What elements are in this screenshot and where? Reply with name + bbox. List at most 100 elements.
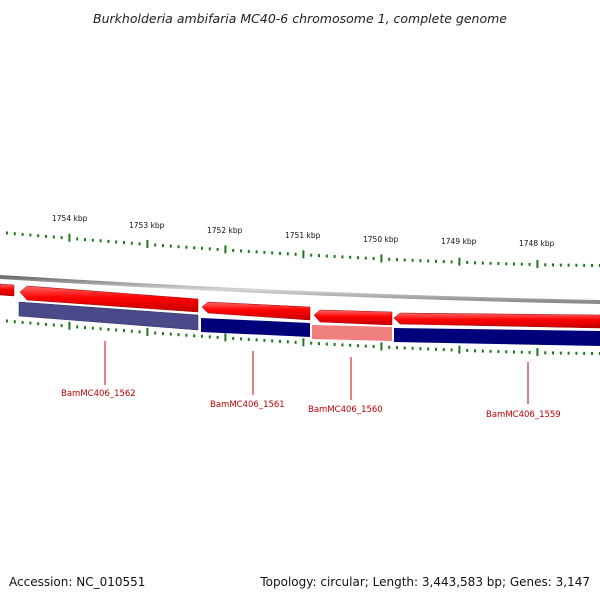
ruler-inner-minor-tick xyxy=(411,346,414,350)
ruler-inner-minor-tick xyxy=(442,348,445,352)
cds-arrow-1559[interactable] xyxy=(393,312,600,329)
ruler-inner-minor-tick xyxy=(154,331,157,335)
ruler-inner-minor-tick xyxy=(263,338,266,342)
ruler-inner-minor-tick xyxy=(37,322,40,326)
ruler-outer-minor-tick xyxy=(232,248,235,252)
gene-label-1562[interactable]: BamMC406_1562 xyxy=(61,389,136,399)
ruler-outer-minor-tick xyxy=(388,257,391,261)
ruler-inner-minor-tick xyxy=(325,342,328,346)
ruler-inner-minor-tick xyxy=(123,329,125,333)
ruler-inner-minor-tick xyxy=(427,347,430,351)
ruler-outer-minor-tick xyxy=(450,260,453,264)
ruler-inner-major-tick xyxy=(68,321,71,330)
ruler-outer-major-tick xyxy=(302,250,305,259)
ruler-outer-major-tick xyxy=(224,245,227,254)
ruler-outer-minor-tick xyxy=(247,249,250,253)
ruler-outer-minor-tick xyxy=(6,231,8,235)
gene-labels: BamMC406_1562 BamMC406_1561 BamMC406_156… xyxy=(61,389,561,420)
cds-arrow-1562[interactable] xyxy=(19,285,199,313)
ruler-outer-major-tick xyxy=(458,257,461,266)
ruler-outer-minor-tick xyxy=(162,244,164,248)
ruler-outer-minor-tick xyxy=(60,236,63,240)
ruler-outer-major-tick xyxy=(146,239,149,248)
ruler-outer-minor-tick xyxy=(497,262,500,265)
ruler-outer-minor-tick xyxy=(341,255,344,259)
ruler-inner-minor-tick xyxy=(403,346,406,350)
ruler-outer-minor-tick xyxy=(123,241,125,245)
gene-label-1561[interactable]: BamMC406_1561 xyxy=(210,400,285,410)
ruler-inner-minor-tick xyxy=(513,350,515,354)
gene-bar-1560[interactable] xyxy=(312,325,392,341)
map-title: Burkholderia ambifaria MC40-6 chromosome… xyxy=(93,11,507,26)
ruler-inner-minor-tick xyxy=(341,343,344,347)
ruler-outer-minor-tick xyxy=(333,255,336,258)
ruler-outer-minor-tick xyxy=(138,242,141,246)
ruler-inner-minor-tick xyxy=(552,351,554,355)
cds-arrow-left-edge[interactable] xyxy=(0,283,15,297)
cds-arrow-1561[interactable] xyxy=(201,301,311,321)
ruler-inner-minor-tick xyxy=(76,325,79,329)
gene-bar-1561[interactable] xyxy=(201,318,310,337)
ruler-inner-minor-tick xyxy=(232,336,235,340)
ruler-outer-minor-tick xyxy=(396,258,398,262)
ruler-outer-minor-tick xyxy=(372,257,375,260)
ruler-inner-minor-tick xyxy=(364,344,367,348)
ruler-inner-major-tick xyxy=(302,338,305,347)
cds-arrow-1560[interactable] xyxy=(313,309,393,326)
ruler-inner-minor-tick xyxy=(271,339,274,343)
ruler-inner-minor-tick xyxy=(13,320,16,324)
ruler-inner-minor-tick xyxy=(466,349,469,352)
ruler-outer-minor-tick xyxy=(193,246,196,250)
ruler-outer-minor-tick xyxy=(489,261,492,265)
ruler-outer-minor-tick xyxy=(411,258,414,262)
ruler-outer-minor-tick xyxy=(520,262,523,266)
ruler-outer-minor-tick xyxy=(466,261,469,264)
ruler-outer-minor-tick xyxy=(294,252,297,256)
ruler-inner-minor-tick xyxy=(591,352,593,355)
ruler-inner-minor-tick xyxy=(567,351,570,355)
ruler-outer-minor-tick xyxy=(435,259,437,263)
ruler-inner-minor-tick xyxy=(279,339,281,343)
ruler-outer-minor-tick xyxy=(598,264,600,267)
gene-label-1560[interactable]: BamMC406_1560 xyxy=(308,405,383,415)
ruler-outer-minor-tick xyxy=(45,234,47,238)
ruler-outer-minor-tick xyxy=(263,250,266,254)
ruler-outer-minor-tick xyxy=(325,254,328,258)
ruler-inner-minor-tick xyxy=(185,333,188,337)
ruler-inner-major-tick xyxy=(146,327,149,336)
ruler-inner-minor-tick xyxy=(240,337,242,341)
ruler-inner-minor-tick xyxy=(435,347,437,351)
ruler-inner-minor-tick xyxy=(247,337,250,341)
ruler-outer-major-tick xyxy=(68,233,71,242)
ruler-inner-minor-tick xyxy=(21,320,24,324)
ruler-inner-minor-tick xyxy=(107,327,110,331)
ruler-outer-minor-tick xyxy=(318,254,320,258)
ruler-outer-minor-tick xyxy=(575,263,578,267)
ruler-outer-minor-tick xyxy=(442,260,445,264)
ruler-inner-minor-tick xyxy=(294,340,297,344)
gene-label-1559[interactable]: BamMC406_1559 xyxy=(486,410,561,420)
ruler-inner-minor-tick xyxy=(450,348,453,352)
ruler-inner-minor-tick xyxy=(45,322,47,326)
ruler-outer-minor-tick xyxy=(37,234,40,238)
gene-bar-1559[interactable] xyxy=(394,328,600,346)
ruler-inner-minor-tick xyxy=(481,349,484,353)
genome-backbone xyxy=(0,275,600,304)
ruler-label-1752: 1752 kbp xyxy=(207,226,243,235)
ruler-outer-minor-tick xyxy=(474,261,476,265)
ruler-outer-minor-tick xyxy=(528,262,531,266)
ruler-inner-minor-tick xyxy=(598,352,600,355)
ruler-outer-minor-tick xyxy=(91,238,94,242)
ruler-label-1751: 1751 kbp xyxy=(285,231,321,240)
ruler-inner-minor-tick xyxy=(419,347,422,351)
ruler-inner-minor-tick xyxy=(388,345,391,349)
ruler-outer-minor-tick xyxy=(84,238,86,242)
ruler-inner-minor-tick xyxy=(333,343,336,346)
ruler-outer-minor-tick xyxy=(544,263,547,267)
ruler-ticks-outer xyxy=(6,231,600,269)
ruler-inner-minor-tick xyxy=(286,340,289,344)
gene-label-leaders xyxy=(104,341,529,404)
gene-bar-1562[interactable] xyxy=(18,301,199,331)
